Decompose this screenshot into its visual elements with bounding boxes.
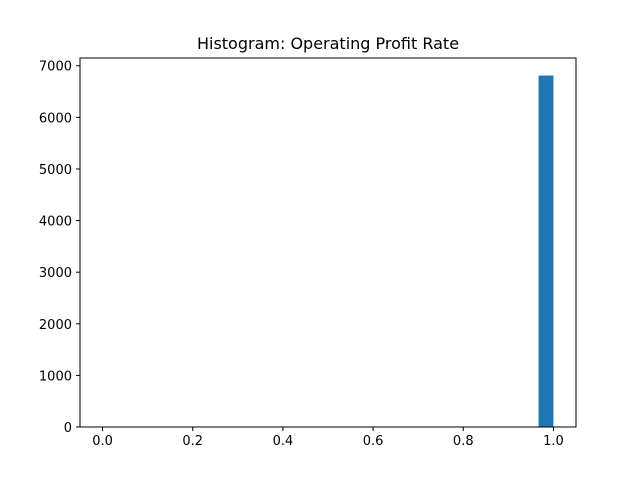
x-axis: 0.0 0.2 0.4 0.6 0.8 1.0 — [92, 427, 564, 449]
bars-layer — [538, 75, 554, 428]
x-tick-label: 0.8 — [453, 434, 474, 449]
plot-frame — [79, 57, 577, 428]
y-tick-label: 1000 — [39, 369, 72, 384]
y-tick-label: 4000 — [39, 215, 72, 230]
y-tick-label: 6000 — [39, 111, 72, 126]
y-tick-label: 3000 — [39, 266, 72, 281]
x-tick-label: 0.0 — [92, 434, 113, 449]
chart-title: Histogram: Operating Profit Rate — [197, 34, 459, 53]
x-tick-label: 0.4 — [273, 434, 294, 449]
y-tick-label: 2000 — [39, 318, 72, 333]
y-axis: 0 1000 2000 3000 4000 5000 6000 7000 — [39, 60, 80, 436]
y-tick-label: 0 — [64, 421, 72, 436]
x-tick-label: 0.2 — [182, 434, 203, 449]
x-tick-label: 0.6 — [363, 434, 384, 449]
y-tick-label: 7000 — [39, 60, 72, 75]
histogram-bar-0 — [538, 75, 554, 428]
x-tick-label: 1.0 — [543, 434, 564, 449]
y-tick-label: 5000 — [39, 163, 72, 178]
